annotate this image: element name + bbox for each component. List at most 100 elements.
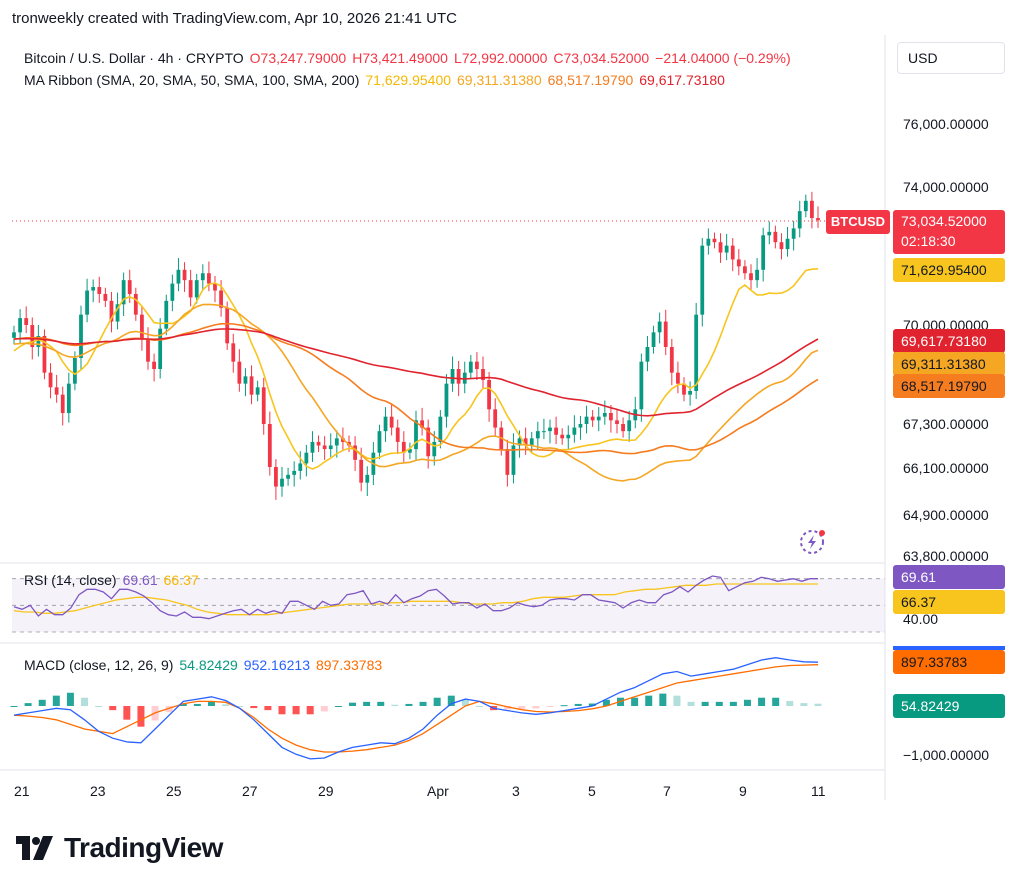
rsi-tag: 69.61 bbox=[893, 565, 1005, 589]
candle-body bbox=[334, 438, 339, 446]
ohlc-high: H73,421.49000 bbox=[352, 50, 448, 66]
price-axis-label: 74,000.00000 bbox=[903, 179, 989, 195]
candle-body bbox=[657, 321, 662, 333]
ohlc-open: O73,247.79000 bbox=[249, 50, 347, 66]
candle-body bbox=[79, 314, 83, 358]
candle-body bbox=[542, 431, 546, 433]
macd-indicator-name[interactable]: MACD (close, 12, 26, 9) bbox=[24, 657, 174, 673]
macd-histogram-bar bbox=[236, 706, 244, 707]
candle-body bbox=[749, 273, 753, 281]
rsi-axis-label: 40.00 bbox=[903, 611, 939, 627]
currency-button[interactable]: USD bbox=[897, 42, 1005, 74]
candle-body bbox=[274, 467, 278, 487]
macd-histogram-bar bbox=[137, 706, 145, 727]
macd-histogram-bar bbox=[419, 701, 427, 706]
symbol-title[interactable]: Bitcoin / U.S. Dollar · 4h · CRYPTO bbox=[24, 50, 244, 66]
candle-body bbox=[450, 369, 455, 384]
tradingview-logo[interactable]: TradingView bbox=[16, 832, 223, 864]
candle-body bbox=[213, 283, 217, 291]
macd-histogram-bar bbox=[391, 704, 399, 706]
price-axis-label: 66,100.00000 bbox=[903, 460, 989, 476]
macd-histogram-bar bbox=[645, 695, 653, 706]
macd-histogram-bar bbox=[95, 706, 103, 707]
chart-attribution: tronweekly created with TradingView.com,… bbox=[12, 10, 457, 27]
macd-histogram-bar bbox=[504, 706, 512, 710]
macd-histogram-bar bbox=[701, 701, 709, 706]
macd-histogram-bar bbox=[179, 703, 187, 706]
macd-histogram-bar bbox=[588, 703, 596, 706]
candle-body bbox=[535, 431, 540, 439]
macd-histogram-bar bbox=[81, 697, 89, 706]
macd-histogram-bar bbox=[10, 706, 18, 707]
macd-legend: MACD (close, 12, 26, 9) 54.82429 952.16213… bbox=[24, 657, 388, 673]
time-axis-label: 29 bbox=[318, 783, 334, 799]
macd-hist-tag: 54.82429 bbox=[893, 694, 1005, 718]
time-axis-label: 5 bbox=[588, 783, 596, 799]
candle-body bbox=[517, 438, 522, 446]
candle-body bbox=[621, 424, 625, 432]
candle-body bbox=[383, 416, 388, 432]
time-axis-label: 27 bbox=[242, 783, 258, 799]
time-axis-label: 21 bbox=[14, 783, 30, 799]
candle-body bbox=[12, 332, 16, 338]
sma200-line bbox=[13, 328, 819, 417]
candle-body bbox=[219, 290, 223, 308]
macd-axis-label: −1,000.00000 bbox=[903, 747, 990, 763]
ma-value-100: 68,517.19790 bbox=[547, 72, 634, 88]
candle-body bbox=[414, 420, 418, 450]
candle-body bbox=[645, 347, 650, 362]
price-pane bbox=[12, 191, 820, 500]
candle-body bbox=[791, 228, 796, 239]
macd-histogram-bar bbox=[475, 706, 483, 707]
candle-body bbox=[146, 339, 150, 362]
macd-histogram-bar bbox=[743, 699, 751, 706]
candle-body bbox=[481, 369, 485, 380]
candle-body bbox=[48, 372, 53, 388]
macd-line-tag-strip bbox=[893, 646, 1005, 650]
macd-histogram-bar bbox=[687, 701, 695, 706]
candle-body bbox=[207, 273, 211, 284]
ma-indicator-name[interactable]: MA Ribbon (SMA, 20, SMA, 50, SMA, 100, S… bbox=[24, 72, 360, 88]
macd-histogram-bar bbox=[574, 703, 582, 706]
ma-value-20: 71,629.95400 bbox=[365, 72, 452, 88]
candle-body bbox=[127, 280, 132, 294]
candle-body bbox=[700, 245, 705, 315]
candle-body bbox=[322, 445, 327, 450]
candle-body bbox=[231, 343, 236, 362]
candle-body bbox=[724, 245, 729, 253]
rsi-ma-tag: 66.37 bbox=[893, 590, 1005, 614]
candle-body bbox=[194, 280, 199, 298]
rsi-pane bbox=[12, 575, 885, 633]
rsi-indicator-name[interactable]: RSI (14, close) bbox=[24, 572, 117, 588]
candle-body bbox=[182, 269, 187, 281]
candle-body bbox=[797, 211, 802, 229]
candle-body bbox=[590, 416, 595, 421]
candle-body bbox=[444, 383, 449, 417]
candle-body bbox=[158, 328, 163, 369]
candle-body bbox=[97, 287, 102, 294]
candle-body bbox=[761, 235, 766, 270]
rsi-value: 69.61 bbox=[122, 572, 158, 588]
macd-histogram-bar bbox=[38, 699, 46, 706]
time-axis-label: 3 bbox=[512, 783, 520, 799]
time-axis-label: 7 bbox=[663, 783, 671, 799]
sma200-price-tag: 69,617.73180 bbox=[893, 329, 1005, 353]
candle-body bbox=[243, 376, 248, 384]
time-axis-label: Apr bbox=[427, 783, 449, 799]
candle-body bbox=[36, 336, 41, 347]
macd-histogram-bar bbox=[292, 706, 300, 715]
candle-body bbox=[505, 449, 510, 475]
candle-body bbox=[298, 463, 303, 471]
macd-histogram-bar bbox=[109, 706, 117, 711]
candle-body bbox=[755, 269, 759, 281]
candle-body bbox=[602, 413, 607, 417]
candle-body bbox=[353, 445, 357, 460]
macd-histogram-bar bbox=[165, 706, 173, 713]
time-axis-label: 11 bbox=[811, 783, 826, 799]
macd-histogram-bar bbox=[602, 699, 610, 706]
candle-body bbox=[572, 427, 577, 435]
candle-body bbox=[140, 314, 144, 340]
candle-body bbox=[255, 387, 260, 395]
candle-body bbox=[779, 242, 784, 250]
